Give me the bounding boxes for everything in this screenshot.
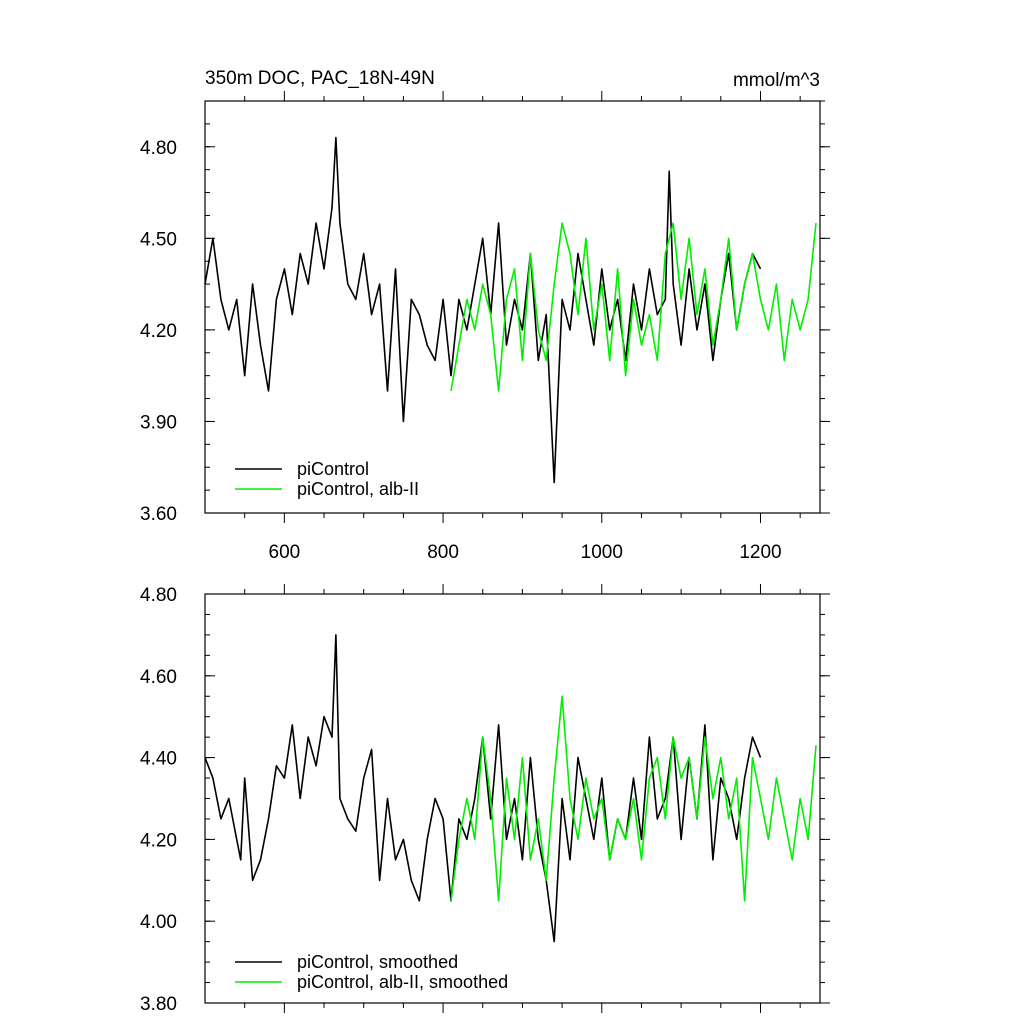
series-line-picontrol-alb-ii	[450, 222, 817, 392]
chart-units: mmol/m^3	[733, 70, 820, 91]
y-tick-label: 3.80	[140, 994, 177, 1015]
y-tick-label: 4.20	[140, 321, 177, 342]
legend-label: piControl, alb-II, smoothed	[297, 972, 508, 992]
y-tick-label: 3.60	[140, 504, 177, 525]
y-tick-label: 4.20	[140, 830, 177, 851]
top-panel: 350m DOC, PAC_18N-49N mmol/m^3 600 800 100…	[140, 68, 830, 563]
legend-label: piControl, smoothed	[297, 952, 458, 972]
x-tick-label: 600	[269, 542, 301, 563]
y-tick-label: 4.40	[140, 749, 177, 770]
bottom-panel: 3.80 4.00 4.20 4.40 4.60 4.80 piControl, smoot…	[140, 584, 830, 1015]
y-tick-label: 4.60	[140, 667, 177, 688]
y-tick-label: 3.90	[140, 412, 177, 433]
legend-label: piControl, alb-II	[297, 479, 419, 499]
chart-title: 350m DOC, PAC_18N-49N	[205, 68, 435, 89]
y-tick-label: 4.80	[140, 585, 177, 606]
series-line-picontrol-alb-ii	[450, 695, 817, 902]
y-tick-label: 4.80	[140, 138, 177, 159]
series-line-picontrol	[204, 136, 762, 484]
x-tick-label: 1000	[581, 542, 623, 563]
legend-label: piControl	[297, 459, 369, 479]
x-tick-label: 800	[427, 542, 459, 563]
x-tick-label: 1200	[739, 542, 781, 563]
series-line-picontrol	[204, 634, 762, 943]
y-tick-label: 4.00	[140, 912, 177, 933]
plot-frame	[204, 593, 821, 1004]
y-tick-label: 4.50	[140, 229, 177, 250]
